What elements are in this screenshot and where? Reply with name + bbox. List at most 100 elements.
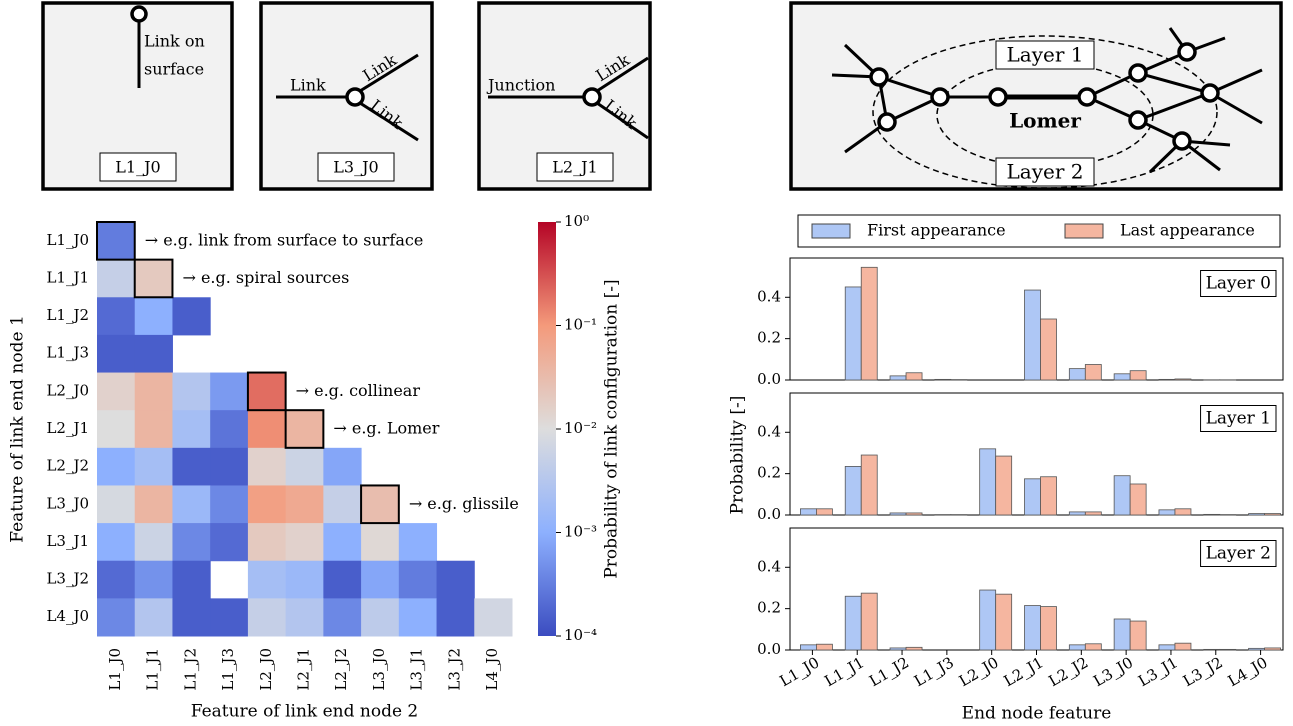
annotation: → e.g. glissile (409, 494, 519, 513)
y-tick-label: L4_J0 (46, 607, 89, 625)
y-tick-label: L1_J3 (46, 344, 89, 362)
heatmap-cell (135, 448, 173, 486)
bar (1025, 290, 1041, 380)
heatmap-cell (323, 448, 361, 486)
y-tick-label: L3_J1 (46, 532, 89, 550)
y-tick-label: 0.2 (757, 464, 781, 482)
heatmap-cell (172, 598, 210, 636)
annotation: → e.g. Lomer (333, 419, 439, 438)
page: Link on surface L1_J0 Link Link Link L3_… (0, 0, 1293, 726)
bar (1249, 514, 1265, 515)
x-tick-label: L2_J0 (257, 648, 275, 691)
diagram-text: Link (290, 76, 326, 95)
heatmap-cell (361, 561, 399, 599)
bar (1249, 648, 1265, 650)
y-axis-label: Feature of link end node 1 (8, 315, 28, 543)
heatmap-cell (399, 561, 437, 599)
heatmap-cell (97, 448, 135, 486)
heatmap-cell (135, 373, 173, 411)
bar (890, 648, 906, 650)
heatmap-cell (361, 523, 399, 561)
heatmap-cell (172, 410, 210, 448)
heatmap-cell (210, 523, 248, 561)
colorbar-tick-label: 10⁻¹ (564, 316, 597, 334)
heatmap-cell (286, 561, 324, 599)
heatmap-cell (97, 598, 135, 636)
heatmap-cell (286, 523, 324, 561)
node (1130, 65, 1146, 81)
heatmap-cell (172, 485, 210, 523)
heatmap-cell (135, 410, 173, 448)
heatmap-cell (135, 297, 173, 335)
bar (845, 596, 861, 650)
bar (1220, 649, 1236, 650)
heatmap-cell (172, 448, 210, 486)
legend-label: Last appearance (1120, 221, 1255, 240)
x-tick-label: L2_J0 (956, 653, 1002, 690)
x-tick-label: L2_J1 (295, 648, 313, 691)
diagrams: Link on surface L1_J0 Link Link Link L3_… (43, 3, 1281, 189)
heatmap-cell (97, 335, 135, 373)
bar (996, 594, 1012, 650)
colorbar-tick-label: 10⁻² (564, 419, 597, 437)
bar (1130, 484, 1146, 515)
bar (1085, 512, 1101, 515)
x-tick-label: L4_J0 (483, 648, 501, 691)
node (871, 69, 887, 85)
heatmap-cell (286, 448, 324, 486)
heatmap-cell (97, 523, 135, 561)
x-tick-label: L1_J2 (866, 653, 912, 690)
heatmap-cell (135, 523, 173, 561)
bar (861, 593, 877, 650)
heatmap-cell (172, 373, 210, 411)
heatmap-cell (248, 598, 286, 636)
heatmap-cell (474, 598, 512, 636)
bar (980, 590, 996, 650)
heatmap-cell (323, 561, 361, 599)
y-tick-label: L1_J2 (46, 306, 89, 324)
node (347, 89, 363, 105)
x-tick-label: L1_J3 (911, 653, 957, 690)
heatmap-cell (399, 598, 437, 636)
bar (1175, 643, 1191, 650)
heatmap-cell (97, 222, 135, 260)
colorbar-tick-label: 10⁻⁴ (564, 626, 597, 644)
bar (845, 466, 861, 515)
y-tick-label: L2_J0 (46, 381, 89, 399)
colorbar-tick-label: 10⁰ (564, 212, 589, 230)
colorbar-label: Probability of link configuration [-] (602, 279, 622, 578)
heatmap-cell (172, 523, 210, 561)
x-tick-label: L3_J2 (1180, 653, 1226, 690)
heatmap-cell (97, 410, 135, 448)
bar (935, 379, 951, 380)
heatmap-cell (286, 598, 324, 636)
figure: Link on surface L1_J0 Link Link Link L3_… (0, 0, 1293, 726)
x-axis-label: End node feature (962, 704, 1112, 724)
y-tick-label: L1_J1 (46, 268, 89, 286)
x-tick-label: L2_J2 (1045, 653, 1091, 690)
y-tick-label: L2_J1 (46, 419, 89, 437)
bar (1265, 514, 1281, 515)
bar (816, 509, 832, 515)
heatmap-cell (361, 485, 399, 523)
heatmap-cell (248, 373, 286, 411)
heatmap-cell (210, 373, 248, 411)
heatmap-cell (399, 523, 437, 561)
heatmap-cell (135, 485, 173, 523)
heatmap-cell (97, 561, 135, 599)
heatmap-cell (248, 448, 286, 486)
bar (1041, 477, 1057, 515)
heatmap-cell (248, 523, 286, 561)
bar (996, 456, 1012, 515)
legend-swatch (812, 224, 850, 238)
colorbar (538, 222, 556, 636)
node (1130, 112, 1146, 128)
bar (861, 455, 877, 515)
colorbar-tick-label: 10⁻³ (564, 523, 597, 541)
heatmap-cell (323, 485, 361, 523)
diagram-text: Layer 1 (1007, 43, 1084, 67)
bar (1130, 371, 1146, 380)
bar (1175, 379, 1191, 380)
heatmap-cell (172, 297, 210, 335)
y-tick-label: L3_J2 (46, 570, 89, 588)
